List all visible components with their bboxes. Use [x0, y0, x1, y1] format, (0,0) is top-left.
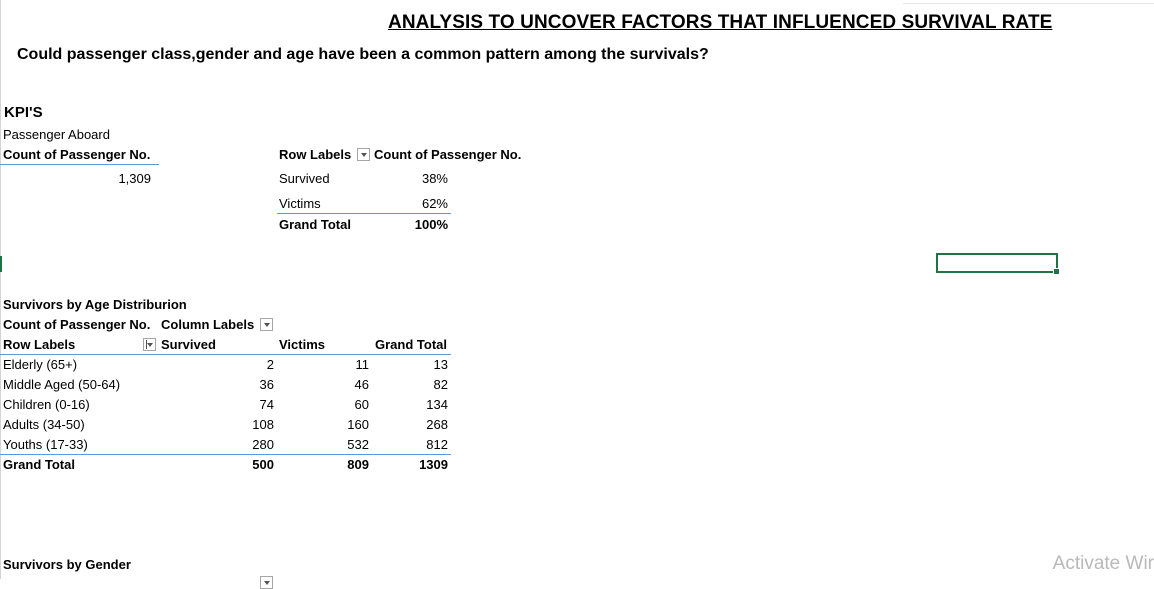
age-pivot-value-field[interactable]: Count of Passenger No.: [3, 317, 151, 332]
kpi-header[interactable]: Count of Passenger No.: [3, 147, 151, 162]
pivot-total-label[interactable]: Grand Total: [279, 217, 351, 232]
age-survived[interactable]: 2: [266, 357, 274, 372]
kpi-heading: KPI'S: [4, 104, 43, 121]
sort-filter-dropdown-icon[interactable]: [143, 338, 156, 351]
pivot-row-label[interactable]: Survived: [279, 171, 330, 186]
kpi-subheading: Passenger Aboard: [3, 127, 110, 142]
age-row-label[interactable]: Youths (17-33): [3, 437, 88, 452]
age-row-label[interactable]: Adults (34-50): [3, 417, 85, 432]
gender-filter-dropdown-icon[interactable]: [260, 576, 273, 589]
age-pivot-caption: Survivors by Age Distriburion: [3, 297, 187, 312]
pivot-row-label[interactable]: Victims: [279, 196, 321, 211]
analysis-question: Could passenger class,gender and age hav…: [17, 46, 709, 63]
pivot-total-line: [277, 213, 451, 214]
age-survived[interactable]: 36: [259, 377, 274, 392]
age-total[interactable]: 812: [426, 437, 448, 452]
pivot-row-value[interactable]: 38%: [421, 171, 448, 186]
selected-cell[interactable]: [936, 253, 1060, 275]
pivot-row-labels-header[interactable]: Row Labels: [279, 147, 352, 162]
age-victims[interactable]: 160: [347, 417, 369, 432]
age-total[interactable]: 13: [433, 357, 448, 372]
pivot-value-header[interactable]: Count of Passenger No.: [374, 147, 522, 162]
age-pivot-row-labels[interactable]: Row Labels: [3, 337, 76, 352]
age-total-survived[interactable]: 500: [252, 457, 274, 472]
age-col-header[interactable]: Grand Total: [375, 337, 447, 352]
age-survived[interactable]: 108: [252, 417, 274, 432]
age-total[interactable]: 268: [426, 417, 448, 432]
gender-caption: Survivors by Gender: [3, 557, 131, 572]
age-victims[interactable]: 11: [355, 357, 370, 372]
age-col-header[interactable]: Survived: [161, 337, 216, 352]
filter-dropdown-icon[interactable]: [357, 148, 370, 161]
age-header-line: [0, 354, 451, 355]
age-pivot-column-labels[interactable]: Column Labels: [161, 317, 255, 332]
age-victims[interactable]: 532: [347, 437, 369, 452]
sheet-left-border: [0, 0, 1, 579]
age-total[interactable]: 134: [426, 397, 448, 412]
pivot-row-value[interactable]: 62%: [421, 196, 448, 211]
fill-handle[interactable]: [1053, 268, 1060, 275]
age-total-line: [0, 454, 451, 455]
kpi-header-line: [0, 164, 159, 165]
age-row-label[interactable]: Children (0-16): [3, 397, 90, 412]
pivot-total-value[interactable]: 100%: [414, 217, 448, 232]
age-grand-total[interactable]: 1309: [419, 457, 448, 472]
age-row-label[interactable]: Elderly (65+): [3, 357, 78, 372]
age-victims[interactable]: 60: [354, 397, 369, 412]
age-total[interactable]: 82: [433, 377, 448, 392]
age-row-label[interactable]: Middle Aged (50-64): [3, 377, 121, 392]
age-survived[interactable]: 280: [252, 437, 274, 452]
age-total-victims[interactable]: 809: [347, 457, 369, 472]
age-victims[interactable]: 46: [354, 377, 369, 392]
sheet-top-edge: [903, 0, 1154, 4]
age-col-header[interactable]: Victims: [279, 337, 326, 352]
kpi-value[interactable]: 1,309: [118, 171, 151, 186]
page-title: ANALYSIS TO UNCOVER FACTORS THAT INFLUEN…: [388, 12, 1053, 33]
column-filter-dropdown-icon[interactable]: [260, 318, 273, 331]
age-survived[interactable]: 74: [259, 397, 274, 412]
age-total-label[interactable]: Grand Total: [3, 457, 75, 472]
row-selection-marker: [0, 256, 2, 272]
activation-watermark: Activate Wir: [1052, 553, 1154, 574]
